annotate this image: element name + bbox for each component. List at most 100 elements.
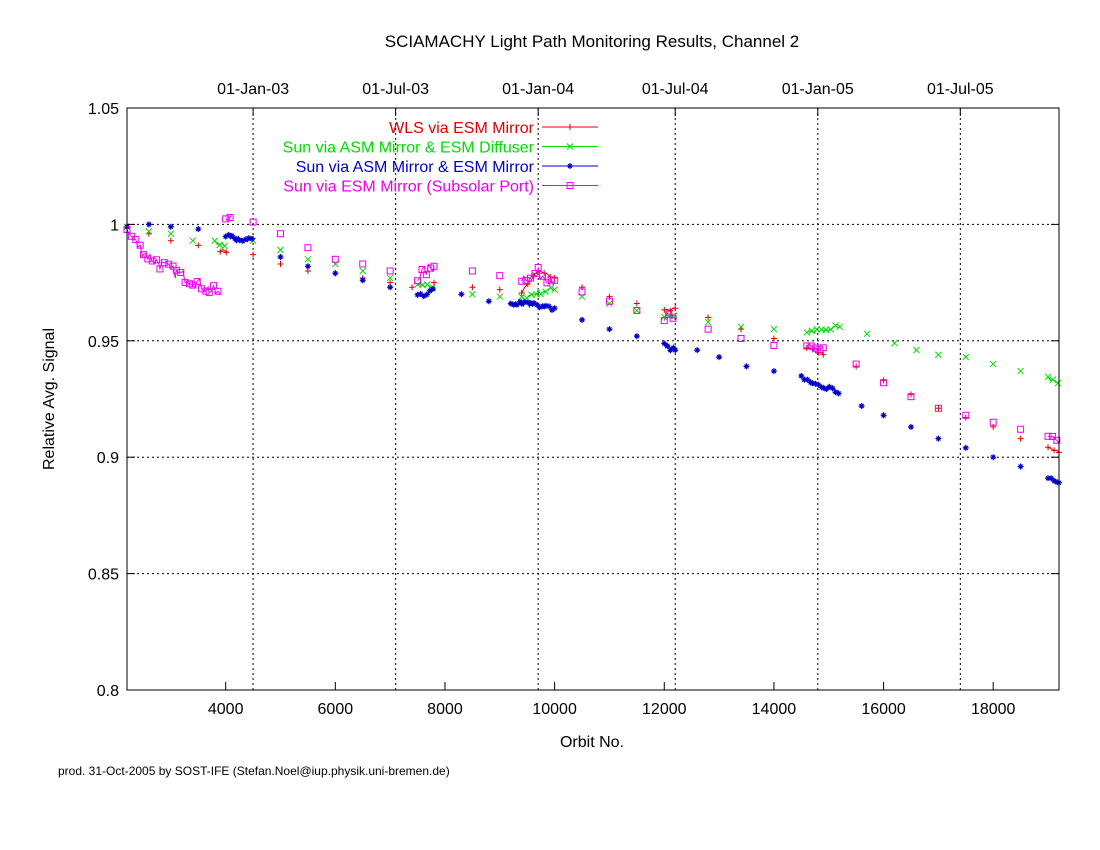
data-point [835, 390, 842, 397]
data-point [548, 307, 555, 314]
data-point [233, 237, 240, 244]
data-point [880, 379, 888, 387]
data-point [962, 444, 969, 451]
data-point [414, 291, 421, 298]
data-point [770, 325, 778, 333]
data-point [239, 237, 246, 244]
data-point [522, 277, 530, 285]
data-point [962, 411, 970, 419]
data-point [633, 300, 640, 307]
data-point [665, 310, 673, 318]
data-point [167, 237, 174, 244]
data-point [524, 281, 531, 288]
top-date-axis: 01-Jan-03 01-Jul-03 01-Jan-04 01-Jul-04 01-J… [217, 81, 994, 116]
data-point [195, 242, 202, 249]
legend-label: Sun via ASM Mirror & ESM Diffuser [283, 140, 535, 157]
data-point [245, 235, 252, 242]
data-point [863, 330, 871, 338]
data-point [737, 334, 745, 342]
y-tick-label: 0.95 [88, 334, 119, 351]
data-point [807, 379, 814, 386]
data-point [1017, 425, 1025, 433]
data-point [667, 307, 674, 314]
series-1 [124, 223, 1062, 456]
data-point [826, 383, 833, 390]
x-tick-label: 18000 [971, 701, 1016, 718]
data-point [633, 307, 641, 315]
data-point [606, 300, 613, 307]
data-point [578, 288, 586, 296]
data-point [132, 236, 140, 244]
data-point [542, 288, 549, 296]
data-point [827, 326, 835, 333]
data-point [880, 412, 887, 419]
data-point [801, 376, 808, 383]
x-tick-label: 12000 [642, 701, 687, 718]
data-point [804, 376, 811, 383]
data-point [670, 344, 677, 351]
data-point [907, 393, 915, 401]
data-point [935, 405, 942, 412]
chart-title: SCIAMACHY Light Path Monitoring Results,… [385, 32, 800, 51]
data-point [935, 435, 942, 442]
data-point [832, 322, 839, 329]
data-point [880, 377, 887, 384]
x-axis: 4000 6000 8000 10000 12000 14000 16000 18000 [208, 682, 1016, 718]
data-point [1051, 477, 1058, 484]
data-point [496, 293, 504, 300]
data-point [551, 276, 559, 284]
data-point [913, 346, 920, 354]
data-point [1054, 379, 1062, 387]
data-point [277, 230, 285, 238]
data-point [148, 257, 156, 265]
data-point [1017, 367, 1024, 375]
data-point [414, 277, 422, 285]
legend-label: WLS via ESM Mirror [389, 120, 535, 137]
data-point [852, 360, 860, 368]
top-tick-label: 01-Jul-05 [927, 81, 994, 98]
data-point [534, 264, 542, 272]
plot-frame [126, 107, 1060, 691]
data-point [189, 281, 197, 289]
data-point [536, 304, 543, 311]
data-point [545, 303, 552, 310]
data-point [331, 255, 339, 263]
series-layer [123, 213, 1062, 486]
data-point [606, 326, 613, 333]
data-point [458, 291, 465, 298]
data-point [510, 301, 517, 308]
data-point [250, 251, 257, 258]
data-point [468, 267, 476, 275]
data-point [430, 262, 438, 270]
data-point [513, 301, 520, 308]
data-point [304, 244, 312, 252]
legend: WLS via ESM Mirror Sun via ASM Mirror & E… [283, 120, 598, 196]
data-point [832, 389, 839, 396]
x-tick-label: 16000 [861, 701, 906, 718]
data-point [507, 300, 514, 307]
data-point [518, 300, 525, 307]
data-point [527, 274, 535, 282]
data-point [962, 353, 970, 361]
x-tick-label: 4000 [208, 701, 244, 718]
data-point [242, 236, 249, 243]
data-point [770, 335, 777, 342]
data-point [422, 271, 430, 279]
data-point [829, 385, 836, 392]
data-point [225, 231, 232, 238]
series-line [417, 263, 435, 281]
top-tick-label: 01-Jan-03 [217, 81, 289, 98]
data-point [661, 340, 668, 347]
grid-lines [127, 108, 1059, 690]
data-point [934, 404, 942, 412]
data-point [198, 285, 206, 293]
series-2 [123, 223, 1062, 387]
data-point [521, 299, 528, 306]
top-tick-label: 01-Jul-03 [362, 81, 429, 98]
data-point [172, 266, 180, 274]
data-point [770, 341, 778, 349]
data-point [189, 237, 197, 245]
data-point [424, 280, 431, 288]
data-point [420, 293, 427, 300]
data-point [210, 282, 218, 290]
